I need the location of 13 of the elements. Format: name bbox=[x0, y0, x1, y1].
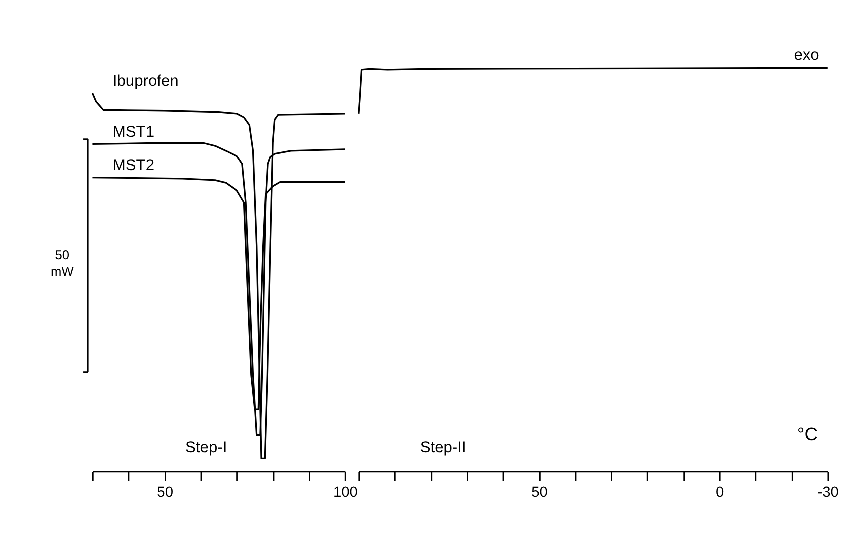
x-tick-label: 0 bbox=[716, 484, 724, 501]
series-label: MST2 bbox=[112, 157, 154, 174]
x-tick-label: -30 bbox=[818, 484, 839, 501]
text: exo bbox=[794, 46, 820, 64]
annotation: Step-II bbox=[420, 439, 466, 456]
x-axis-title: °C bbox=[797, 423, 818, 444]
legend-label: MST1 bbox=[112, 124, 154, 141]
annotation: Step-I bbox=[186, 439, 228, 456]
series-label: Ibuprofen bbox=[112, 73, 179, 90]
text: 50 mW bbox=[51, 247, 75, 280]
x-tick-label: 50 bbox=[157, 484, 174, 501]
x-tick-label: 50 bbox=[532, 484, 548, 501]
x-tick-label: 100 bbox=[333, 484, 358, 501]
